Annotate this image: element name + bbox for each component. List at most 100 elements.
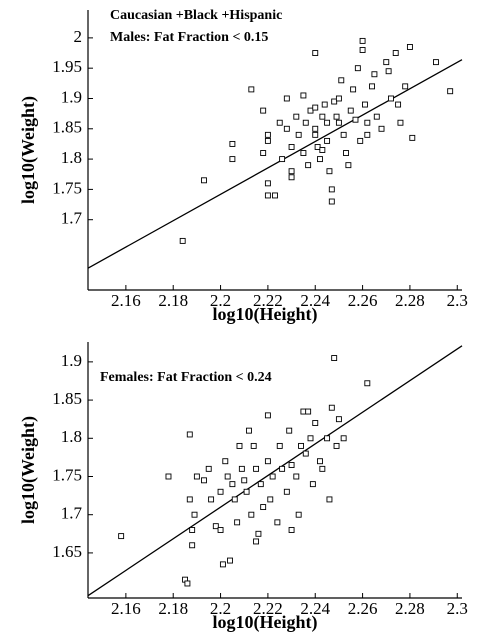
point bbox=[217, 488, 224, 495]
y-axis-label: log10(Weight) bbox=[18, 416, 39, 524]
point bbox=[328, 198, 335, 205]
point bbox=[364, 119, 371, 126]
point bbox=[409, 134, 416, 141]
point bbox=[219, 561, 226, 568]
point bbox=[324, 435, 331, 442]
point bbox=[300, 408, 307, 415]
point bbox=[189, 527, 196, 533]
point bbox=[276, 442, 283, 449]
point bbox=[229, 140, 236, 147]
point bbox=[305, 408, 312, 415]
point bbox=[335, 95, 342, 102]
point bbox=[314, 144, 321, 150]
point bbox=[118, 533, 125, 540]
point bbox=[359, 37, 366, 44]
point bbox=[307, 107, 314, 114]
point bbox=[253, 465, 260, 472]
point bbox=[260, 150, 267, 156]
y-tick-label: 1.75 bbox=[52, 178, 82, 197]
point bbox=[279, 465, 286, 472]
point bbox=[236, 442, 243, 449]
point bbox=[388, 95, 394, 102]
point bbox=[317, 156, 323, 163]
point bbox=[288, 144, 295, 150]
x-tick-label: 2.26 bbox=[348, 599, 378, 618]
point bbox=[191, 511, 198, 518]
x-axis-label: log10(Height) bbox=[213, 304, 318, 325]
x-tick-label: 2.2 bbox=[210, 599, 231, 618]
point bbox=[361, 101, 368, 108]
point bbox=[201, 477, 207, 484]
point bbox=[264, 180, 271, 187]
x-tick-label: 2.24 bbox=[300, 599, 330, 618]
point bbox=[324, 119, 331, 126]
point bbox=[340, 435, 347, 442]
point bbox=[189, 542, 196, 549]
point bbox=[179, 237, 186, 244]
point bbox=[293, 113, 300, 120]
point bbox=[283, 125, 290, 132]
y-tick-label: 1.8 bbox=[61, 148, 82, 167]
point bbox=[395, 101, 402, 108]
point bbox=[373, 113, 380, 120]
point bbox=[340, 131, 347, 138]
point bbox=[229, 156, 236, 163]
fit-line bbox=[87, 59, 463, 269]
point bbox=[385, 68, 392, 75]
point bbox=[326, 168, 333, 175]
y-axis-label: log10(Weight) bbox=[18, 96, 39, 204]
point bbox=[288, 462, 295, 468]
point bbox=[335, 416, 342, 423]
y-tick-label: 1.85 bbox=[52, 118, 82, 137]
point bbox=[328, 404, 335, 411]
point bbox=[250, 442, 257, 449]
point bbox=[397, 119, 404, 126]
point bbox=[364, 380, 371, 387]
point bbox=[347, 107, 354, 114]
point bbox=[212, 523, 219, 530]
point bbox=[369, 83, 376, 90]
point bbox=[371, 71, 378, 78]
point bbox=[248, 86, 255, 93]
x-tick-label: 2.24 bbox=[300, 291, 330, 310]
point bbox=[326, 496, 333, 503]
point bbox=[288, 527, 295, 533]
x-tick-label: 2.16 bbox=[111, 599, 141, 618]
y-tick-label: 1.8 bbox=[61, 427, 82, 446]
point bbox=[186, 496, 193, 503]
point bbox=[243, 488, 250, 495]
point bbox=[364, 131, 371, 138]
point bbox=[264, 131, 271, 138]
point bbox=[378, 125, 385, 132]
point bbox=[338, 77, 345, 84]
point bbox=[264, 192, 271, 199]
point bbox=[309, 481, 316, 488]
point bbox=[300, 92, 307, 99]
x-tick-label: 2.26 bbox=[348, 291, 378, 310]
point bbox=[257, 481, 264, 488]
point bbox=[186, 431, 193, 438]
x-tick-label: 2.22 bbox=[253, 291, 283, 310]
point bbox=[295, 511, 302, 518]
y-tick-label: 1.9 bbox=[61, 351, 82, 370]
x-tick-label: 2.18 bbox=[158, 291, 188, 310]
point bbox=[201, 177, 207, 184]
point bbox=[300, 150, 307, 156]
point bbox=[305, 162, 312, 169]
point bbox=[319, 113, 326, 120]
point bbox=[165, 473, 172, 480]
point bbox=[205, 465, 212, 472]
point bbox=[402, 83, 409, 90]
point bbox=[317, 458, 323, 465]
point bbox=[234, 519, 241, 526]
y-tick-label: 1.7 bbox=[61, 504, 83, 523]
x-tick-label: 2.2 bbox=[210, 291, 231, 310]
point bbox=[392, 50, 399, 56]
point bbox=[354, 65, 361, 72]
point bbox=[357, 137, 364, 144]
y-tick-label: 1.95 bbox=[52, 57, 82, 76]
x-tick-label: 2.18 bbox=[158, 599, 188, 618]
y-tick-label: 1.75 bbox=[52, 465, 82, 484]
point bbox=[295, 131, 302, 138]
